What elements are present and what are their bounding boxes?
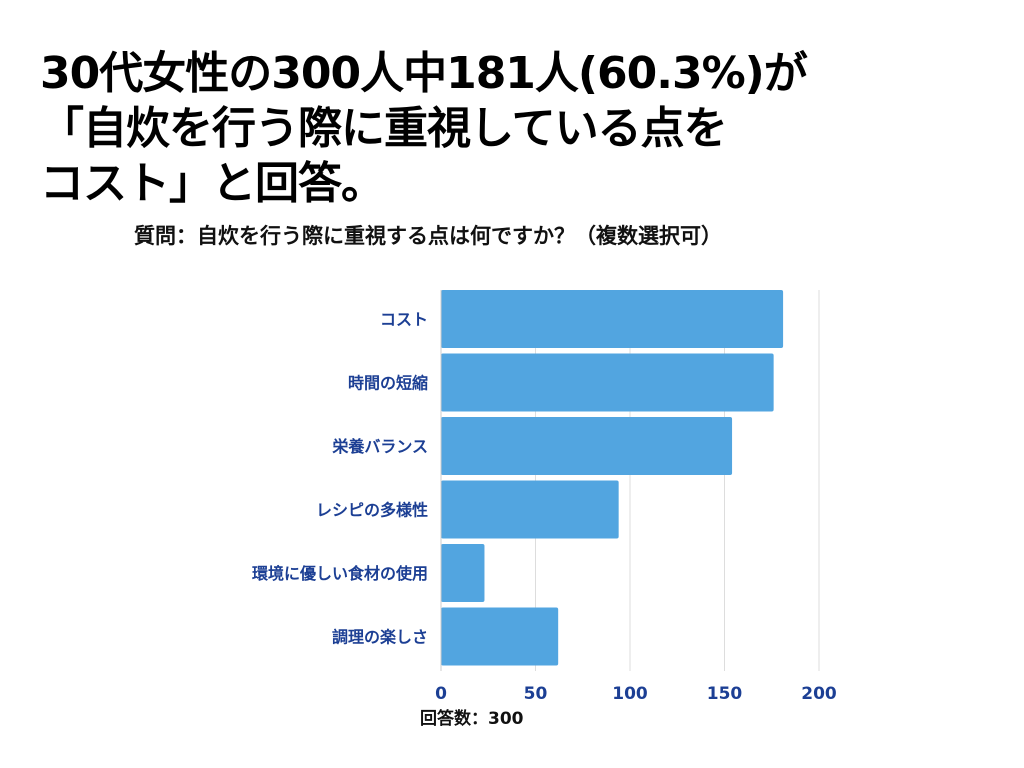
- category-label: 栄養バランス: [331, 437, 428, 456]
- survey-question: 質問：自炊を行う際に重視する点は何ですか？（複数選択可）: [134, 224, 722, 248]
- headline-line-2: 「自炊を行う際に重視している点を: [40, 103, 728, 154]
- category-label: レシピの多様性: [316, 501, 428, 520]
- bar: [441, 480, 619, 539]
- x-tick-label: 150: [707, 684, 743, 704]
- x-tick-label: 200: [801, 684, 837, 704]
- headline-line-1: 30代女性の300人中181人(60.3%)が: [40, 48, 808, 99]
- bar: [441, 290, 784, 348]
- x-tick-label: 0: [435, 684, 447, 704]
- respondent-count: 回答数：300: [420, 709, 524, 729]
- headline-line-3: コスト」と回答。: [40, 158, 385, 209]
- category-label: 調理の楽しさ: [332, 628, 428, 647]
- bar: [441, 417, 733, 475]
- bar: [441, 544, 485, 602]
- category-label: 時間の短縮: [348, 374, 428, 393]
- x-tick-label: 50: [524, 684, 548, 704]
- x-tick-label: 100: [612, 684, 648, 704]
- bar: [441, 353, 774, 412]
- bar: [441, 607, 559, 666]
- category-label: コスト: [380, 310, 428, 329]
- category-label: 環境に優しい食材の使用: [252, 564, 428, 583]
- headline: 30代女性の300人中181人(60.3%)が 「自炊を行う際に重視している点を…: [40, 46, 1000, 211]
